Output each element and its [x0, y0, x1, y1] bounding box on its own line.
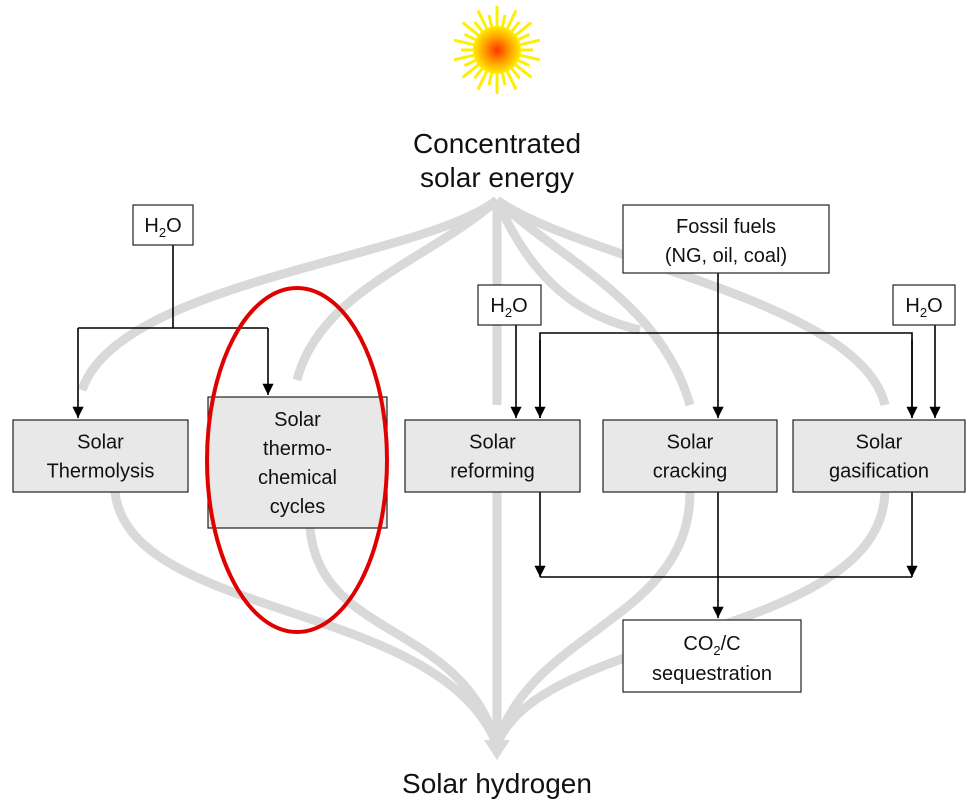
process-box — [12, 419, 189, 493]
sun-ray — [511, 21, 533, 39]
process-label: Solar — [469, 432, 516, 454]
process-box — [792, 419, 966, 493]
process-label: Solar — [77, 432, 124, 454]
highlight-ellipse — [205, 286, 389, 634]
process-label: chemical — [258, 467, 337, 489]
input-box — [132, 204, 194, 246]
process-label: Solar — [856, 432, 903, 454]
process-label: cycles — [270, 496, 326, 518]
sun-ray — [453, 38, 478, 48]
process-label: Solar — [667, 432, 714, 454]
input-label: (NG, oil, coal) — [665, 245, 787, 267]
input-label: H2O — [144, 215, 181, 240]
sequestration-label: CO2/C — [683, 633, 740, 658]
process-label: reforming — [450, 461, 534, 483]
sun-ray — [453, 52, 478, 62]
process-label: Thermolysis — [47, 461, 155, 483]
process-box — [207, 396, 388, 529]
process-label: cracking — [653, 461, 727, 483]
input-box — [892, 284, 956, 326]
input-label: H2O — [490, 295, 527, 320]
process-box — [602, 419, 778, 493]
sun-ray — [511, 61, 533, 79]
sequestration-box — [622, 619, 802, 693]
input-box — [622, 204, 830, 274]
process-label: gasification — [829, 461, 929, 483]
sequestration-label: sequestration — [652, 663, 772, 685]
input-label: Fossil fuels — [676, 216, 776, 238]
input-box — [477, 284, 542, 326]
process-label: thermo- — [263, 438, 332, 460]
process-box — [404, 419, 581, 493]
source-label: Concentrated — [413, 128, 581, 159]
source-label: solar energy — [420, 162, 574, 193]
process-label: Solar — [274, 409, 321, 431]
sun-icon — [453, 6, 541, 94]
input-label: H2O — [905, 295, 942, 320]
product-label: Solar hydrogen — [402, 768, 592, 799]
connectors — [72, 245, 941, 618]
